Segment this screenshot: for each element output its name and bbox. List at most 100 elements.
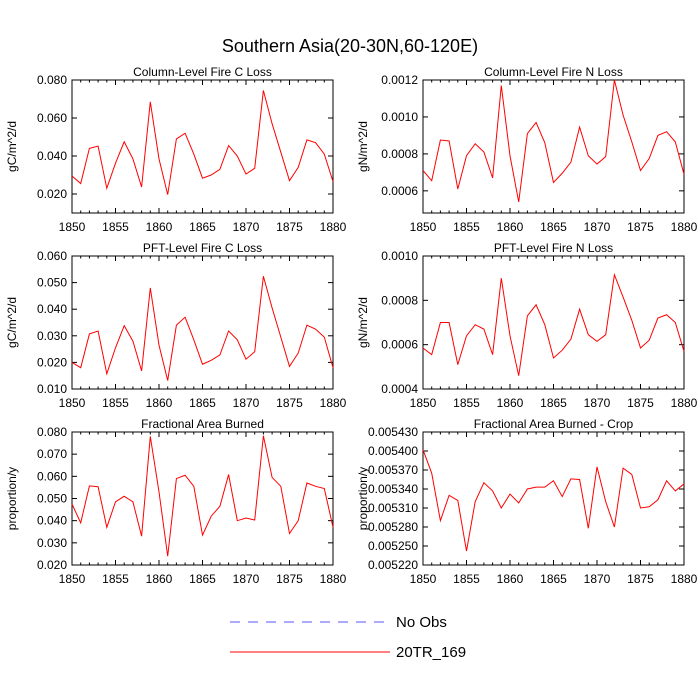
x-tick-label: 1870 xyxy=(233,572,260,586)
y-tick-label: 0.040 xyxy=(37,302,67,316)
x-tick-label: 1855 xyxy=(453,396,480,410)
x-tick-label: 1875 xyxy=(276,220,303,234)
y-tick-label: 0.005370 xyxy=(368,463,418,477)
chart-panel-2: Column-Level Fire N Loss gN/m^2/d 1850 1855… xyxy=(356,65,698,234)
x-tick-label: 1860 xyxy=(497,220,524,234)
x-tick-label: 1875 xyxy=(627,220,654,234)
y-tick-label: 0.050 xyxy=(37,492,67,506)
panel-title: Column-Level Fire N Loss xyxy=(484,65,623,79)
y-tick-label: 0.005310 xyxy=(368,501,418,515)
figure-title: Southern Asia(20-30N,60-120E) xyxy=(222,36,478,56)
y-tick-label: 0.020 xyxy=(37,558,67,572)
x-tick-label: 1870 xyxy=(233,396,260,410)
panel-title: PFT-Level Fire C Loss xyxy=(143,241,262,255)
x-tick-label: 1855 xyxy=(102,572,129,586)
x-tick-label: 1865 xyxy=(540,396,567,410)
x-tick-label: 1865 xyxy=(540,220,567,234)
y-tick-label: 0.005400 xyxy=(368,444,418,458)
x-tick-label: 1865 xyxy=(189,220,216,234)
y-tick-label: 0.030 xyxy=(37,536,67,550)
x-tick-label: 1880 xyxy=(671,572,698,586)
y-tick-label: 0.0010 xyxy=(381,249,418,263)
x-tick-label: 1875 xyxy=(627,396,654,410)
x-tick-label: 1880 xyxy=(671,396,698,410)
y-tick-label: 0.030 xyxy=(37,329,67,343)
y-tick-label: 0.0008 xyxy=(381,293,418,307)
y-tick-label: 0.070 xyxy=(37,447,67,461)
plot-frame xyxy=(71,255,334,390)
legend-label-model: 20TR_169 xyxy=(396,644,466,661)
x-tick-label: 1860 xyxy=(146,220,173,234)
plot-frame xyxy=(422,79,685,214)
y-axis-label: proportion/y xyxy=(5,467,19,530)
x-tick-label: 1875 xyxy=(627,572,654,586)
y-tick-label: 0.060 xyxy=(37,111,67,125)
x-tick-label: 1855 xyxy=(102,220,129,234)
chart-panel-6: Fractional Area Burned - Crop proportion/… xyxy=(356,417,698,586)
y-axis-label: gC/m^2/d xyxy=(5,297,19,348)
x-tick-label: 1850 xyxy=(410,220,437,234)
y-tick-label: 0.005340 xyxy=(368,482,418,496)
y-axis-label: gN/m^2/d xyxy=(356,297,370,348)
y-axis-label: gC/m^2/d xyxy=(5,121,19,172)
y-tick-label: 0.060 xyxy=(37,469,67,483)
legend: No Obs 20TR_169 xyxy=(230,614,466,661)
x-tick-label: 1865 xyxy=(540,572,567,586)
plot-frame xyxy=(71,431,334,566)
y-tick-label: 0.040 xyxy=(37,514,67,528)
x-tick-label: 1860 xyxy=(497,396,524,410)
y-axis-label: gN/m^2/d xyxy=(356,121,370,172)
y-tick-label: 0.080 xyxy=(37,73,67,87)
x-tick-label: 1875 xyxy=(276,572,303,586)
plot-frame xyxy=(422,431,685,566)
x-tick-label: 1855 xyxy=(453,220,480,234)
x-tick-label: 1850 xyxy=(59,220,86,234)
x-tick-label: 1865 xyxy=(189,572,216,586)
y-tick-label: 0.040 xyxy=(37,149,67,163)
x-tick-label: 1870 xyxy=(584,572,611,586)
y-tick-label: 0.020 xyxy=(37,355,67,369)
x-tick-label: 1880 xyxy=(671,220,698,234)
chart-panel-1: Column-Level Fire C Loss gC/m^2/d 1850 1855… xyxy=(5,65,347,234)
panels: Column-Level Fire C Loss gC/m^2/d 1850 1855… xyxy=(5,65,698,586)
y-tick-label: 0.0008 xyxy=(381,147,418,161)
y-tick-label: 0.080 xyxy=(37,425,67,439)
y-tick-label: 0.010 xyxy=(37,382,67,396)
plot-frame xyxy=(422,255,685,390)
legend-label-no-obs: No Obs xyxy=(396,614,447,631)
y-axis-label: proportion/y xyxy=(356,467,370,530)
x-tick-label: 1860 xyxy=(146,396,173,410)
y-tick-label: 0.0006 xyxy=(381,184,418,198)
series-line-1 xyxy=(422,79,685,203)
x-tick-label: 1875 xyxy=(276,396,303,410)
y-tick-label: 0.0012 xyxy=(381,73,418,87)
x-tick-label: 1850 xyxy=(59,572,86,586)
x-tick-label: 1865 xyxy=(189,396,216,410)
x-tick-label: 1860 xyxy=(146,572,173,586)
chart-panel-5: Fractional Area Burned proportion/y 1850 18… xyxy=(5,417,347,586)
y-tick-label: 0.005250 xyxy=(368,539,418,553)
y-tick-label: 0.005430 xyxy=(368,425,418,439)
x-tick-label: 1850 xyxy=(410,572,437,586)
y-tick-label: 0.0004 xyxy=(381,382,418,396)
x-tick-label: 1880 xyxy=(320,396,347,410)
series-line-1 xyxy=(71,90,334,195)
series-line-1 xyxy=(422,449,685,552)
y-tick-label: 0.005280 xyxy=(368,520,418,534)
x-tick-label: 1870 xyxy=(233,220,260,234)
panel-title: Column-Level Fire C Loss xyxy=(133,65,272,79)
x-tick-label: 1850 xyxy=(59,396,86,410)
x-tick-label: 1855 xyxy=(102,396,129,410)
y-tick-label: 0.0006 xyxy=(381,338,418,352)
x-tick-label: 1860 xyxy=(497,572,524,586)
y-tick-label: 0.060 xyxy=(37,249,67,263)
series-line-1 xyxy=(71,276,334,381)
panel-title: PFT-Level Fire N Loss xyxy=(494,241,613,255)
panel-title: Fractional Area Burned - Crop xyxy=(474,417,634,431)
chart-panel-4: PFT-Level Fire N Loss gN/m^2/d 1850 1855 186… xyxy=(356,241,698,410)
y-tick-label: 0.0010 xyxy=(381,110,418,124)
y-tick-label: 0.005220 xyxy=(368,558,418,572)
x-tick-label: 1850 xyxy=(410,396,437,410)
plot-frame xyxy=(71,79,334,214)
